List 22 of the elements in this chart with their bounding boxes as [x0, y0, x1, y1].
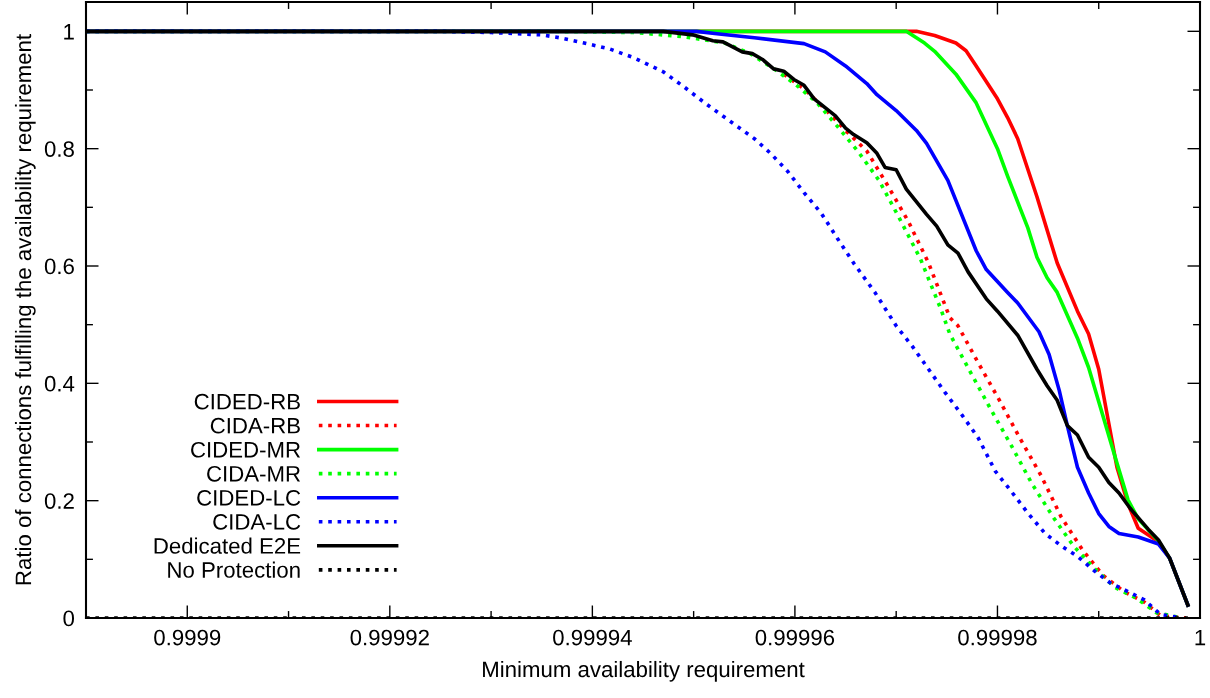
legend-label: CIDED-LC: [197, 489, 301, 506]
x-tick-label: 1: [1195, 629, 1206, 646]
legend-label: Dedicated E2E: [154, 537, 301, 554]
legend-label: No Protection: [168, 561, 300, 578]
x-tick-label: 0.99992: [350, 629, 429, 646]
legend-label: CIDA-MR: [207, 465, 301, 482]
x-axis-title: Minimum availability requirement: [483, 660, 805, 682]
legend-label: CIDA-LC: [213, 514, 301, 530]
y-axis-title: Ratio of connections fulfilling the availability requirement: [14, 34, 36, 585]
y-tick-label: 0.2: [44, 493, 74, 509]
x-tick-label: 0.99996: [755, 629, 835, 646]
legend-label: CIDA-RB: [210, 417, 300, 434]
y-tick-label: 0: [63, 610, 75, 627]
y-tick-label: 0.8: [44, 141, 74, 157]
x-tick-label: 0.99998: [958, 629, 1037, 646]
x-tick-label: 0.9999: [154, 629, 221, 646]
y-tick-label: 1: [64, 24, 74, 40]
legend-label: CIDED-MR: [191, 441, 301, 458]
y-tick-label: 0.4: [44, 375, 75, 392]
legend-label: CIDED-RB: [194, 393, 300, 410]
x-tick-label: 0.99994: [553, 629, 632, 646]
y-tick-label: 0.6: [44, 258, 74, 275]
